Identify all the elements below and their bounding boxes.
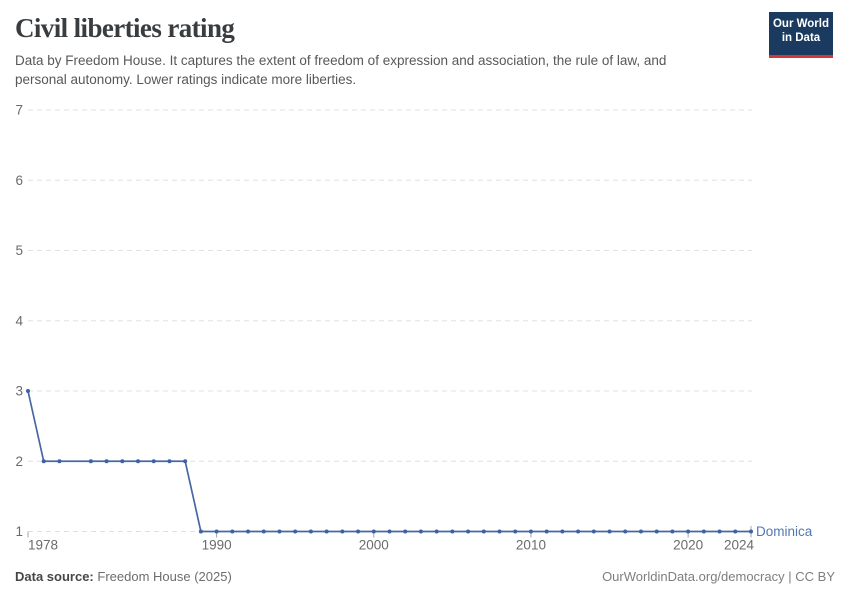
owid-url-link[interactable]: OurWorldinData.org/democracy [602, 569, 785, 584]
data-point-marker [183, 459, 188, 464]
y-tick-label: 1 [15, 524, 23, 539]
data-point-marker [356, 529, 361, 534]
data-point-marker [371, 529, 376, 534]
subtitle-line: Data by Freedom House. It captures the e… [15, 53, 667, 68]
data-point-marker [214, 529, 219, 534]
data-point-marker [513, 529, 518, 534]
data-point-marker [57, 459, 62, 464]
data-point-marker [418, 529, 423, 534]
y-tick-label: 6 [15, 173, 23, 188]
x-tick-label: 2000 [359, 538, 389, 553]
data-point-marker [324, 529, 329, 534]
x-tick-label: 2020 [673, 538, 703, 553]
data-point-marker [466, 529, 471, 534]
data-point-marker [497, 529, 502, 534]
data-point-marker [293, 529, 298, 534]
data-point-marker [246, 529, 251, 534]
y-tick-label: 3 [15, 384, 23, 399]
data-point-marker [623, 529, 628, 534]
footer-separator: | [788, 569, 792, 584]
data-point-marker [591, 529, 596, 534]
data-point-marker [403, 529, 408, 534]
data-point-marker [670, 529, 675, 534]
data-point-marker [308, 529, 313, 534]
data-point-marker [340, 529, 345, 534]
owid-logo[interactable]: Our World in Data [769, 12, 833, 58]
data-point-marker [230, 529, 235, 534]
data-source-label: Data source: [15, 569, 94, 584]
owid-logo-text: Our World [772, 18, 829, 30]
data-point-marker [654, 529, 659, 534]
data-point-marker [576, 529, 581, 534]
chart-subtitle: Data by Freedom House. It captures the e… [15, 52, 760, 89]
y-tick-label: 5 [15, 243, 23, 258]
data-point-marker [450, 529, 455, 534]
data-point-marker [701, 529, 706, 534]
data-point-marker [136, 459, 141, 464]
data-point-marker [717, 529, 722, 534]
data-point-marker [749, 529, 753, 534]
data-source-note: Data source: Freedom House (2025) [15, 569, 232, 584]
x-tick-label: 2010 [516, 538, 546, 553]
data-point-marker [434, 529, 439, 534]
data-point-marker [544, 529, 549, 534]
data-point-marker [104, 459, 109, 464]
data-point-marker [733, 529, 738, 534]
data-point-marker [26, 389, 30, 393]
data-point-marker [528, 529, 533, 534]
data-point-marker [261, 529, 266, 534]
data-point-marker [88, 459, 93, 464]
data-point-marker [120, 459, 125, 464]
data-point-marker [481, 529, 486, 534]
license-label: CC BY [795, 569, 835, 584]
data-point-marker [560, 529, 565, 534]
subtitle-line: personal autonomy. Lower ratings indicat… [15, 71, 357, 87]
y-tick-label: 7 [15, 103, 23, 118]
series-line [27, 390, 751, 533]
data-point-marker [41, 459, 46, 464]
data-point-marker [277, 529, 282, 534]
y-tick-label: 4 [15, 313, 23, 328]
data-source-value: Freedom House (2025) [97, 569, 232, 584]
data-point-marker [167, 459, 172, 464]
series-label: Dominica [756, 524, 813, 539]
x-tick-label: 2024 [724, 538, 755, 553]
footer-attribution: OurWorldinData.org/democracy | CC BY [602, 569, 835, 584]
data-point-marker [151, 459, 156, 464]
data-point-marker [638, 529, 643, 534]
page-title: Civil liberties rating [15, 13, 235, 43]
owid-logo-text: in Data [781, 32, 821, 45]
x-tick-label: 1978 [28, 538, 58, 553]
data-point-marker [198, 529, 203, 534]
data-point-marker [607, 529, 612, 534]
x-tick-label: 1990 [202, 538, 232, 553]
data-point-marker [387, 529, 392, 534]
y-tick-label: 2 [15, 454, 23, 469]
data-point-marker [686, 529, 691, 534]
